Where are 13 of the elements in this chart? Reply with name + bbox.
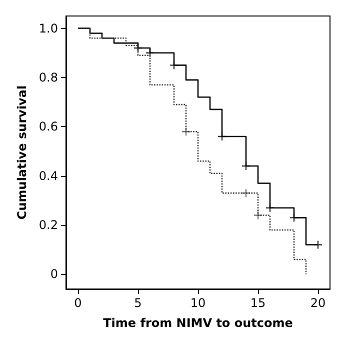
- x-tick-label: 20: [310, 296, 326, 310]
- x-tick-label: 5: [134, 296, 142, 310]
- y-tick-label: 0.8: [38, 70, 58, 84]
- y-axis-title: Cumulative survival: [15, 85, 29, 220]
- x-tick-label: 10: [190, 296, 206, 310]
- y-tick-label: 0.6: [38, 120, 58, 134]
- x-axis-title: Time from NIMV to outcome: [103, 316, 293, 330]
- y-tick-label: 1.0: [38, 21, 58, 36]
- y-tick-label: 0.4: [38, 168, 58, 183]
- x-tick-label: 15: [250, 296, 266, 310]
- y-tick-label: 0.2: [38, 218, 58, 232]
- y-tick-label: 0: [50, 267, 58, 282]
- x-tick-label: 0: [74, 296, 82, 310]
